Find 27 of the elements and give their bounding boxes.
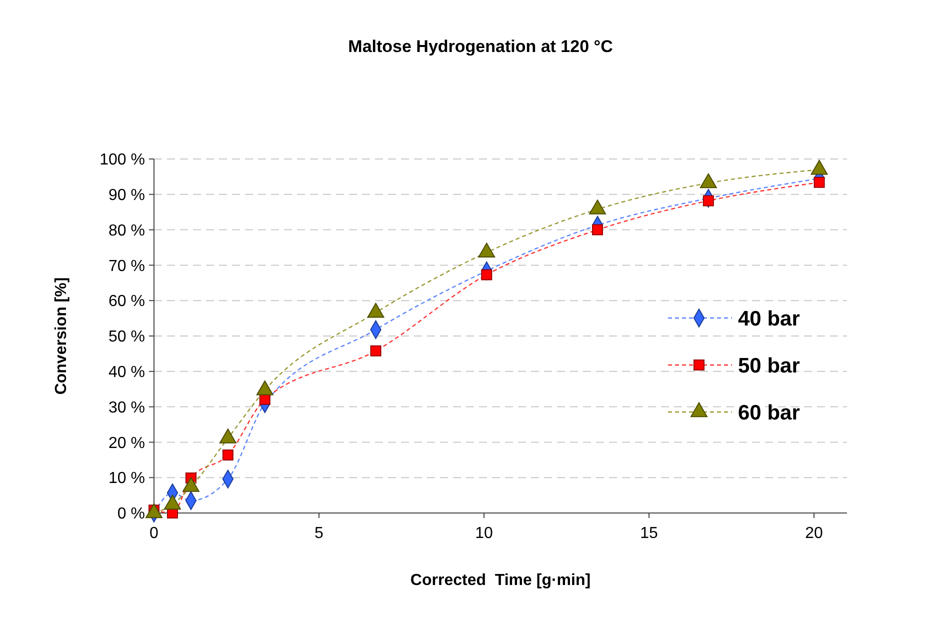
- x-tick-label: 20: [805, 525, 823, 542]
- point: [481, 269, 492, 280]
- y-tick-label: 60 %: [108, 293, 145, 310]
- x-tick-label: 15: [640, 525, 658, 542]
- legend-label: 50 bar: [738, 354, 800, 378]
- y-tick-label: 80 %: [108, 222, 145, 240]
- y-tick-label: 50 %: [108, 328, 145, 346]
- x-tick-label: 10: [475, 525, 493, 542]
- y-axis-title: Conversion [%]: [53, 277, 70, 395]
- point: [222, 449, 234, 460]
- x-tick-label: 5: [314, 525, 324, 542]
- legend-label: 40 bar: [738, 307, 800, 330]
- chart-title: Maltose Hydrogenation at 120 °C: [348, 37, 613, 56]
- legend-label: 60 bar: [738, 401, 800, 424]
- point: [814, 176, 825, 188]
- y-tick-label: 90 %: [108, 187, 145, 204]
- point: [370, 345, 382, 356]
- y-tick-label: 30 %: [108, 399, 145, 416]
- y-tick-label: 20 %: [108, 434, 145, 452]
- y-tick-label: 10 %: [108, 470, 145, 488]
- y-tick-label: 70 %: [108, 258, 145, 275]
- y-tick-label: 0 %: [117, 506, 145, 523]
- x-axis-title: Corrected Time [g·min]: [410, 572, 591, 589]
- y-tick-label: 100 %: [100, 152, 145, 169]
- point: [592, 224, 604, 236]
- y-tick-label: 40 %: [108, 364, 145, 381]
- x-tick-label: 0: [150, 525, 159, 542]
